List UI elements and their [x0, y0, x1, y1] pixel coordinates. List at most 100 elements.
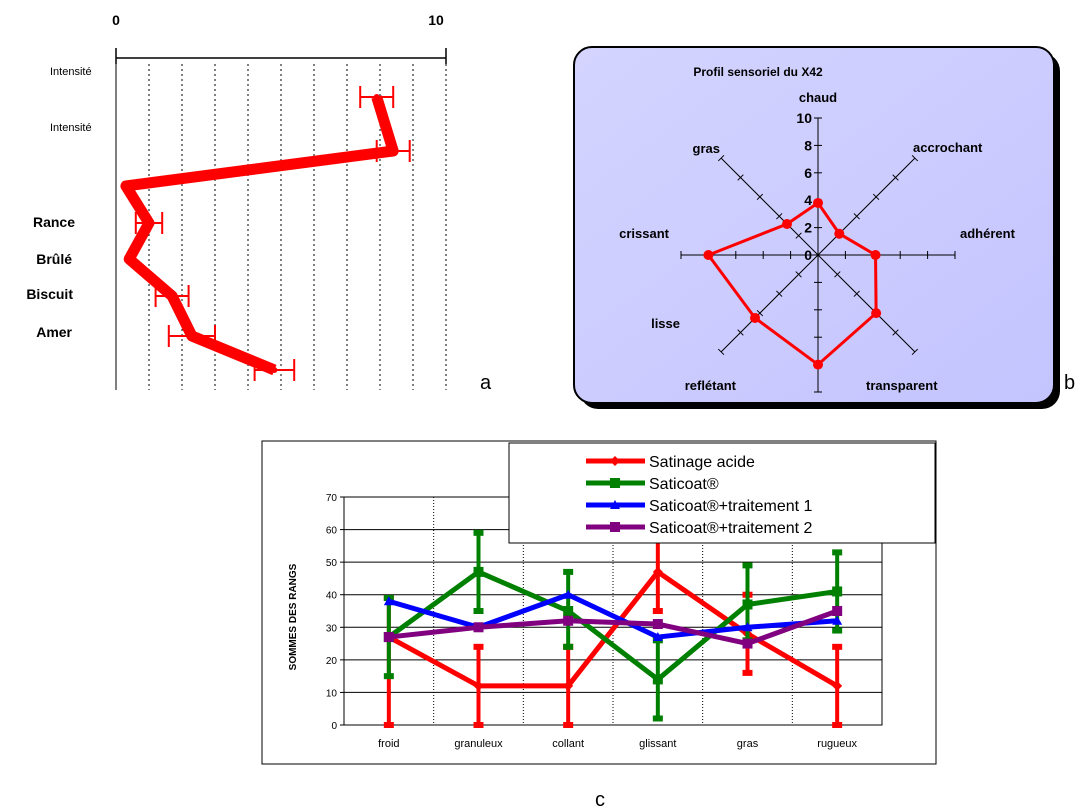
chart-b-spoke-tick: [756, 309, 764, 317]
chart-a-tick-0: 0: [112, 12, 120, 28]
chart-b-axis-label: lisse: [651, 316, 680, 331]
panel-letter-b: b: [1064, 372, 1075, 394]
chart-b-spoke-tick: [756, 193, 764, 201]
chart-c-errorbar-cap: [473, 722, 484, 728]
chart-a-row-label-rance: Rance: [33, 214, 75, 230]
chart-b-axis-label: adhérent: [960, 226, 1016, 241]
chart-b-spoke-tick: [717, 154, 725, 162]
chart-a-point: [126, 256, 133, 262]
chart-b-spoke-tick: [795, 232, 802, 239]
chart-b-spoke-tick: [892, 174, 899, 181]
chart-c-y-tick-label: 60: [326, 526, 338, 537]
chart-c-y-tick-label: 20: [326, 656, 338, 667]
chart-c-x-tick-label: rugueux: [817, 738, 857, 750]
chart-b-tick-labels: 0 2 4 6 8 10: [796, 110, 812, 263]
chart-b-spoke: [817, 157, 916, 256]
chart-b-background: [573, 46, 1055, 404]
chart-c-marker: [652, 566, 663, 577]
chart-c-y-tick-label: 50: [326, 558, 338, 569]
chart-b-tick-label: 10: [796, 110, 812, 126]
chart-b-point: [703, 250, 714, 260]
chart-c-marker: [832, 615, 843, 625]
chart-c-marker: [610, 456, 620, 466]
chart-b-spoke-tick: [853, 213, 860, 220]
chart-c-errorbar-cap: [383, 722, 394, 728]
chart-c-y-tick-label: 10: [326, 688, 338, 699]
chart-c-x-tick-label: glissant: [639, 738, 676, 750]
chart-c-errorbar-cap: [832, 643, 843, 650]
chart-b-spoke: [720, 157, 819, 256]
chart-a-point: [169, 293, 176, 299]
chart-c-series-3: [383, 606, 843, 649]
chart-b-spoke: [817, 254, 916, 353]
chart-a-row-label-biscuit: Biscuit: [26, 286, 73, 302]
chart-c-legend-label: Saticoat®+traitement 2: [649, 520, 813, 537]
chart-a-row-label-amer: Amer: [36, 324, 72, 340]
chart-c-x-ticks: froid granuleux collant glissant gras rugueux: [378, 738, 857, 750]
chart-b-series: [703, 197, 882, 370]
chart-b-point: [750, 312, 761, 323]
chart-c-marker: [652, 619, 663, 630]
chart-c-marker: [742, 638, 753, 649]
chart-b-spoke-tick: [717, 348, 725, 356]
chart-c-legend-label: Saticoat®+traitement 1: [649, 498, 813, 515]
chart-c-errorbar-cap: [563, 643, 574, 650]
chart-c-marker: [383, 632, 394, 643]
chart-c-errorbar-cap: [832, 627, 843, 634]
chart-c-marker: [832, 680, 843, 691]
chart-c-legend-box: [508, 442, 936, 544]
chart-c-marker: [832, 586, 843, 597]
chart-c-x-tick-label: froid: [378, 738, 399, 750]
chart-c-errorbar-cap: [652, 715, 663, 722]
chart-a-series: [120, 86, 411, 381]
chart-c-legend-label: Saticoat®: [649, 476, 719, 493]
chart-c-x-tick-label: collant: [552, 738, 584, 750]
chart-c-marker: [473, 566, 484, 577]
chart-a-row-label-intensite-1: Intensité: [50, 66, 92, 78]
chart-b-spoke-tick: [911, 154, 919, 162]
chart-b-point: [813, 359, 823, 370]
chart-c-errorbar-cap: [652, 608, 663, 614]
chart-a-point: [188, 333, 195, 339]
chart-a-point: [390, 148, 397, 154]
chart-b-point: [834, 228, 845, 239]
chart-a-tick-10: 10: [428, 12, 444, 28]
chart-a-point: [122, 183, 129, 189]
chart-a-point: [146, 220, 152, 226]
chart-c-series-line: [387, 569, 839, 689]
chart-b-point: [782, 219, 793, 230]
chart-b-tick-label: 2: [804, 220, 812, 236]
chart-c-series-line: [388, 608, 839, 647]
chart-c-marker: [832, 606, 843, 616]
chart-c-marker: [742, 622, 753, 632]
chart-c-marker: [563, 589, 574, 599]
chart-c-errorbar-cap: [383, 673, 394, 680]
chart-c-marker: [652, 632, 663, 642]
chart-c-errorbar-cap: [742, 669, 753, 676]
chart-b-tick-label: 4: [804, 192, 812, 208]
chart-c-errorbar-cap: [473, 529, 484, 536]
chart-a-gridlines: [115, 64, 447, 390]
chart-b-spoke-tick: [795, 271, 802, 278]
chart-b-axis-label: chaud: [799, 90, 837, 105]
chart-b-spokes: [680, 117, 956, 393]
chart-c-y-tick-label: 40: [326, 591, 338, 602]
chart-c-marker: [563, 615, 574, 626]
chart-b-spoke-tick: [911, 348, 919, 356]
chart-a-line: [120, 95, 399, 376]
chart-b-axis-labels: chaud accrochant adhérent transparent reflét…: [619, 90, 1015, 393]
chart-c-y-ticks: 0 10 20 30 40 50 60 70: [326, 493, 344, 732]
chart-b-spoke-tick: [834, 271, 841, 278]
chart-c-legend-label: Satinage acide: [649, 454, 755, 471]
chart-c-marker: [563, 606, 574, 616]
chart-b-spoke: [720, 254, 819, 353]
chart-c-series-2: [383, 589, 843, 642]
chart-c-marker: [563, 680, 574, 691]
chart-b-axis-label: gras: [693, 141, 720, 156]
chart-a-row-label-intensite-2: Intensité: [50, 122, 92, 134]
chart-c-x-tick-label: granuleux: [454, 738, 503, 750]
chart-b-point: [871, 308, 882, 319]
chart-b-axis-label: reflétant: [685, 378, 737, 393]
chart-c-y-tick-label: 70: [326, 493, 338, 504]
chart-b-point: [813, 197, 823, 208]
